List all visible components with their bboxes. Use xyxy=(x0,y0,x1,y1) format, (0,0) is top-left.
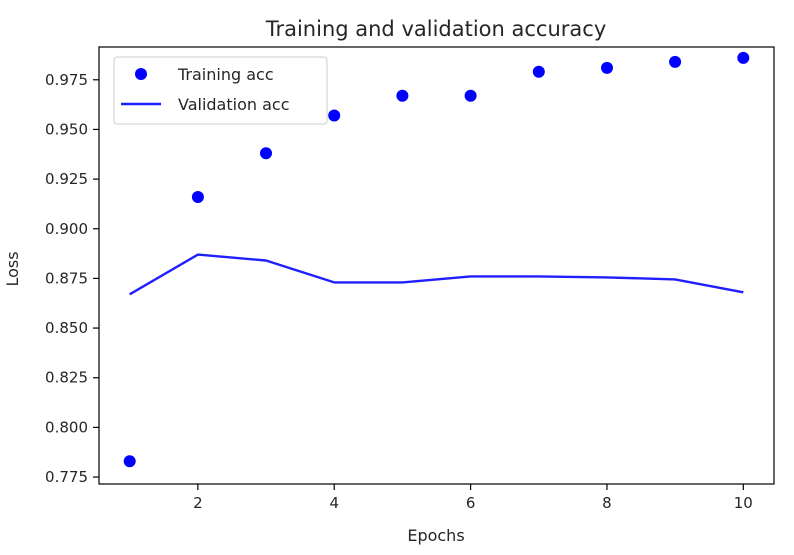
training-acc-point xyxy=(737,51,750,64)
y-tick-label: 0.975 xyxy=(45,71,88,89)
x-tick-label: 2 xyxy=(193,494,203,512)
plot-area xyxy=(123,51,750,468)
axes: 2 4 6 8 10 0.775 0.800 0.825 0.850 0.875 0.900 0.92… xyxy=(45,46,775,512)
y-tick-label: 0.825 xyxy=(45,369,88,387)
training-acc-point xyxy=(123,455,136,468)
training-acc-point xyxy=(396,89,409,102)
training-acc-point xyxy=(328,109,341,122)
validation-acc-line xyxy=(129,253,744,296)
y-tick-label: 0.950 xyxy=(45,120,88,138)
y-tick-label: 0.800 xyxy=(45,418,88,436)
legend-label-training: Training acc xyxy=(177,65,274,84)
x-tick-label: 4 xyxy=(329,494,339,512)
y-tick-label: 0.850 xyxy=(45,319,88,337)
legend: Training acc Validation acc xyxy=(113,56,328,125)
y-axis-label: Loss xyxy=(3,251,22,286)
legend-marker-training xyxy=(135,68,147,80)
x-tick-label: 10 xyxy=(734,494,753,512)
x-tick-label: 8 xyxy=(602,494,612,512)
plot-frame xyxy=(98,46,775,485)
y-tick-label: 0.925 xyxy=(45,170,88,188)
chart-title: Training and validation accuracy xyxy=(265,17,607,41)
legend-box xyxy=(113,56,328,125)
y-tick-label: 0.875 xyxy=(45,269,88,287)
training-acc-point xyxy=(464,89,477,102)
training-acc-point xyxy=(191,191,204,203)
legend-label-validation: Validation acc xyxy=(178,95,290,114)
y-tick-label: 0.775 xyxy=(45,468,88,486)
training-acc-point xyxy=(260,147,272,160)
training-acc-point xyxy=(532,65,545,78)
x-tick-label: 6 xyxy=(466,494,476,512)
x-axis-label: Epochs xyxy=(407,526,464,545)
training-acc-point xyxy=(601,61,613,74)
y-tick-label: 0.900 xyxy=(45,220,88,238)
training-acc-point xyxy=(669,55,682,68)
